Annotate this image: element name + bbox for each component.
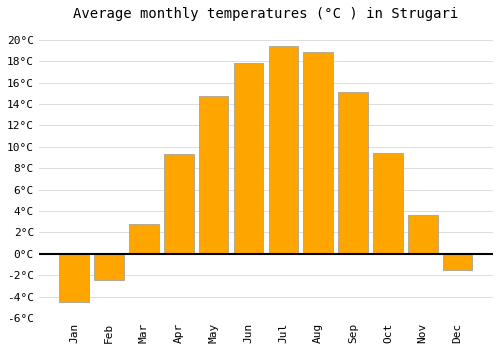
Bar (304, 51, 333, 254)
Title: Average monthly temperatures (°C ) in Strugari: Average monthly temperatures (°C ) in St… (74, 7, 458, 21)
Bar (199, 97, 228, 254)
Bar (164, 154, 194, 254)
Bar (268, 46, 298, 254)
Bar (408, 215, 438, 254)
Bar (338, 92, 368, 254)
Bar (443, 254, 472, 270)
Bar (373, 153, 402, 254)
Bar (60, 254, 89, 302)
Bar (234, 63, 264, 254)
Bar (94, 254, 124, 280)
Bar (129, 224, 159, 254)
